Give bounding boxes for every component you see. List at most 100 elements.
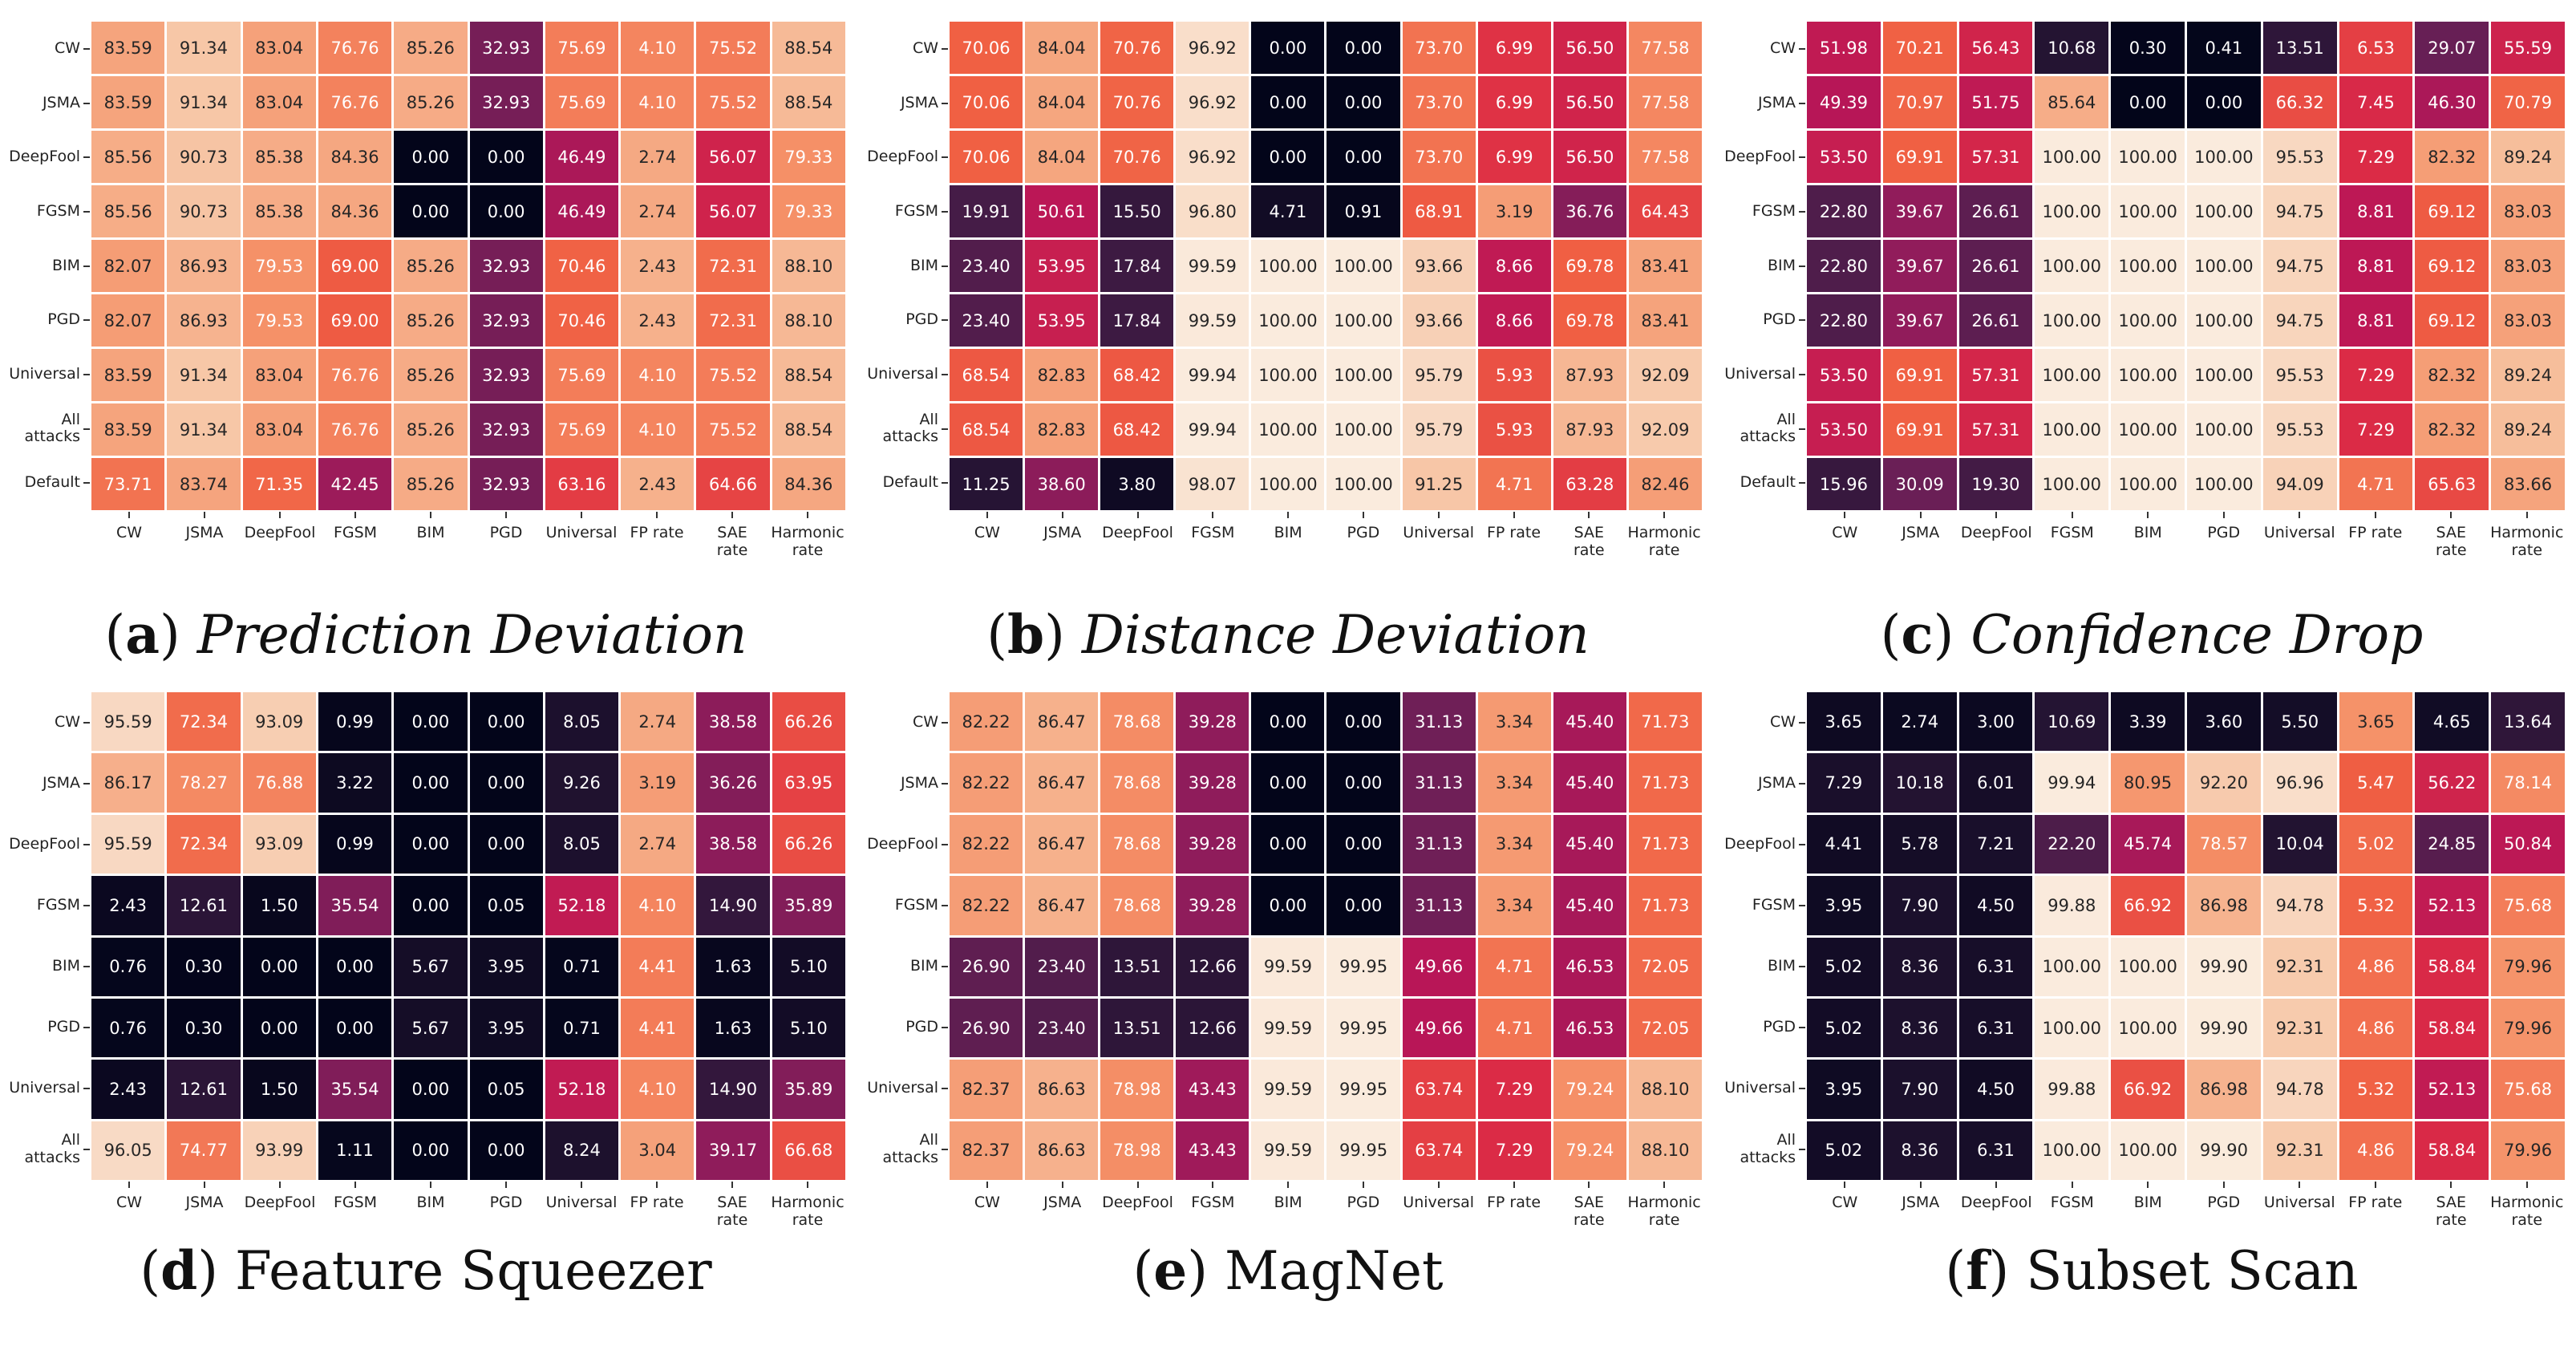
heatmap-cell: 100.00 bbox=[1251, 294, 1325, 347]
row-label: CW bbox=[1769, 713, 1796, 732]
caption-title: MagNet bbox=[1224, 1240, 1444, 1302]
heatmap-cell: 7.90 bbox=[1882, 1060, 1957, 1119]
heatmap-cell: 70.06 bbox=[950, 76, 1023, 128]
column-label: DeepFool bbox=[1960, 524, 2032, 541]
column-tick bbox=[656, 1182, 658, 1188]
heatmap-cell: 92.31 bbox=[2262, 1121, 2337, 1180]
column-tick bbox=[2071, 512, 2073, 518]
heatmap-cell: 7.29 bbox=[1477, 1121, 1551, 1180]
heatmap-cell: 100.00 bbox=[2187, 240, 2261, 292]
row-tick bbox=[942, 722, 948, 724]
heatmap-cell: 93.09 bbox=[242, 692, 316, 752]
heatmap-cell: 84.04 bbox=[1025, 76, 1099, 128]
heatmap-cell: 2.74 bbox=[1882, 692, 1957, 752]
heatmap-cell: 3.22 bbox=[318, 753, 392, 813]
heatmap-cell: 70.76 bbox=[1100, 76, 1174, 128]
heatmap-cell: 6.99 bbox=[1477, 76, 1551, 128]
heatmap-cell: 90.73 bbox=[167, 131, 241, 183]
heatmap-cell: 82.32 bbox=[2415, 131, 2489, 183]
heatmap-cell: 31.13 bbox=[1402, 876, 1476, 935]
heatmap-cell: 32.93 bbox=[469, 403, 543, 456]
column-label: BIM bbox=[416, 1194, 445, 1211]
caption-title: Subset Scan bbox=[2026, 1240, 2359, 1302]
column-label: DeepFool bbox=[244, 1194, 316, 1211]
heatmap-cell: 86.93 bbox=[167, 294, 241, 347]
heatmap-cell: 91.34 bbox=[167, 22, 241, 74]
column-label: BIM bbox=[2133, 524, 2162, 541]
heatmap-cell: 0.30 bbox=[167, 937, 241, 996]
heatmap-cell: 79.53 bbox=[242, 294, 316, 347]
heatmap-panel-d: 95.59 72.34 93.09 0.99 0.00 0.00 8.05 2.74 38.58… bbox=[9, 692, 845, 1229]
heatmap-cell: 72.34 bbox=[167, 814, 241, 874]
column-tick bbox=[2450, 1182, 2452, 1188]
heatmap-cell: 100.00 bbox=[1326, 294, 1400, 347]
heatmap-cell: 88.54 bbox=[772, 76, 845, 128]
heatmap-cell: 100.00 bbox=[1251, 458, 1325, 510]
heatmap-cell: 56.43 bbox=[1958, 22, 2033, 74]
heatmap-cell: 52.18 bbox=[545, 876, 619, 935]
heatmap-cell: 2.74 bbox=[621, 131, 695, 183]
heatmap-cell: 86.93 bbox=[167, 240, 241, 292]
heatmap-cell: 83.04 bbox=[242, 22, 316, 74]
heatmap-cell: 51.98 bbox=[1807, 22, 1881, 74]
heatmap-cell: 23.40 bbox=[1025, 937, 1099, 996]
heatmap-cell: 8.36 bbox=[1882, 937, 1957, 996]
heatmap-cell: 35.89 bbox=[772, 876, 845, 935]
heatmap-cell: 93.66 bbox=[1402, 240, 1476, 292]
heatmap-cell: 10.04 bbox=[2262, 814, 2337, 874]
row-label: BIM bbox=[1767, 957, 1796, 975]
heatmap-cell: 99.59 bbox=[1176, 294, 1250, 347]
column-label: CW bbox=[115, 1194, 143, 1211]
heatmap-cell: 85.64 bbox=[2035, 76, 2109, 128]
heatmap-cell: 88.54 bbox=[772, 349, 845, 401]
column-label: FP rate bbox=[2348, 524, 2403, 541]
column-label: BIM bbox=[1274, 524, 1302, 541]
heatmap-cell: 82.32 bbox=[2415, 403, 2489, 456]
heatmap-cell: 100.00 bbox=[2111, 185, 2185, 237]
heatmap-cell: 77.58 bbox=[1628, 22, 1702, 74]
row-tick bbox=[83, 722, 90, 724]
heatmap-cell: 12.61 bbox=[167, 1060, 241, 1119]
heatmap-cell: 0.99 bbox=[318, 692, 392, 752]
heatmap-cell: 49.66 bbox=[1402, 937, 1476, 996]
heatmap-cell: 100.00 bbox=[2035, 458, 2109, 510]
heatmap-cell: 63.74 bbox=[1402, 1121, 1476, 1180]
heatmap-cell: 0.05 bbox=[469, 1060, 543, 1119]
heatmap-cell: 78.27 bbox=[167, 753, 241, 813]
heatmap-cell: 75.69 bbox=[545, 22, 619, 74]
heatmap-cell: 0.00 bbox=[1326, 76, 1400, 128]
column-label: FGSM bbox=[1191, 524, 1235, 541]
column-tick bbox=[581, 1182, 582, 1188]
heatmap-cell: 79.33 bbox=[772, 131, 845, 183]
heatmap-cell: 83.59 bbox=[91, 349, 165, 401]
heatmap-cell: 57.31 bbox=[1958, 349, 2033, 401]
row-tick bbox=[83, 102, 90, 104]
row-tick bbox=[942, 1149, 948, 1150]
heatmap-cell: 0.00 bbox=[1251, 76, 1325, 128]
heatmap-cell: 2.43 bbox=[621, 240, 695, 292]
column-label: FGSM bbox=[333, 524, 378, 541]
heatmap-cell: 78.98 bbox=[1100, 1121, 1174, 1180]
heatmap-cell: 91.34 bbox=[167, 76, 241, 128]
row-label: PGD bbox=[1763, 310, 1796, 329]
heatmap-cell: 80.95 bbox=[2111, 753, 2185, 813]
heatmap-cell: 85.26 bbox=[394, 458, 468, 510]
heatmap-cell: 85.26 bbox=[394, 349, 468, 401]
heatmap-cell: 94.75 bbox=[2262, 240, 2337, 292]
heatmap-cell: 43.43 bbox=[1176, 1060, 1250, 1119]
heatmap-cell: 8.05 bbox=[545, 692, 619, 752]
heatmap-cell: 86.47 bbox=[1025, 876, 1099, 935]
row-label: Default bbox=[24, 473, 80, 492]
heatmap-cell: 0.00 bbox=[469, 753, 543, 813]
heatmap-cell: 82.83 bbox=[1025, 403, 1099, 456]
caption-d: (d) Feature Squeezer bbox=[140, 1239, 712, 1302]
row-tick bbox=[1799, 1088, 1805, 1089]
heatmap-cell: 100.00 bbox=[2035, 131, 2109, 183]
caption-b: (b) Distance Deviation bbox=[986, 603, 1590, 666]
heatmap-cell: 15.50 bbox=[1100, 185, 1174, 237]
heatmap-cell: 100.00 bbox=[1251, 349, 1325, 401]
heatmap-cell: 32.93 bbox=[469, 458, 543, 510]
heatmap-cell: 22.80 bbox=[1807, 240, 1881, 292]
heatmap-cell: 4.71 bbox=[1477, 937, 1551, 996]
heatmap-cell: 56.50 bbox=[1553, 131, 1626, 183]
